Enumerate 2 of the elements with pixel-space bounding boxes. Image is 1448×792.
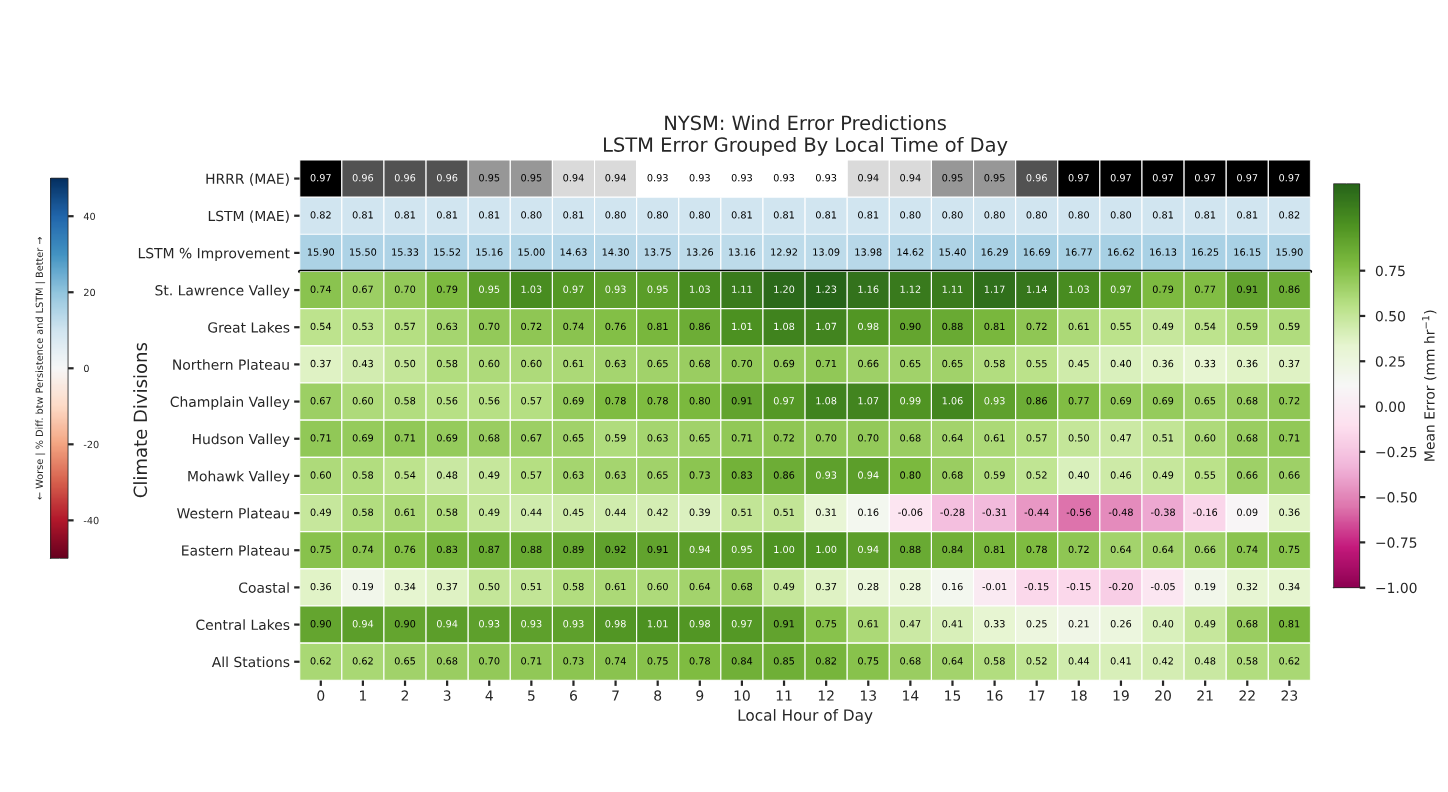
chart-title: NYSM: Wind Error Predictions LSTM Error Grouped By Local Time of Day [604, 115, 1008, 156]
y-axis-title: Climate Divisions [133, 342, 148, 498]
